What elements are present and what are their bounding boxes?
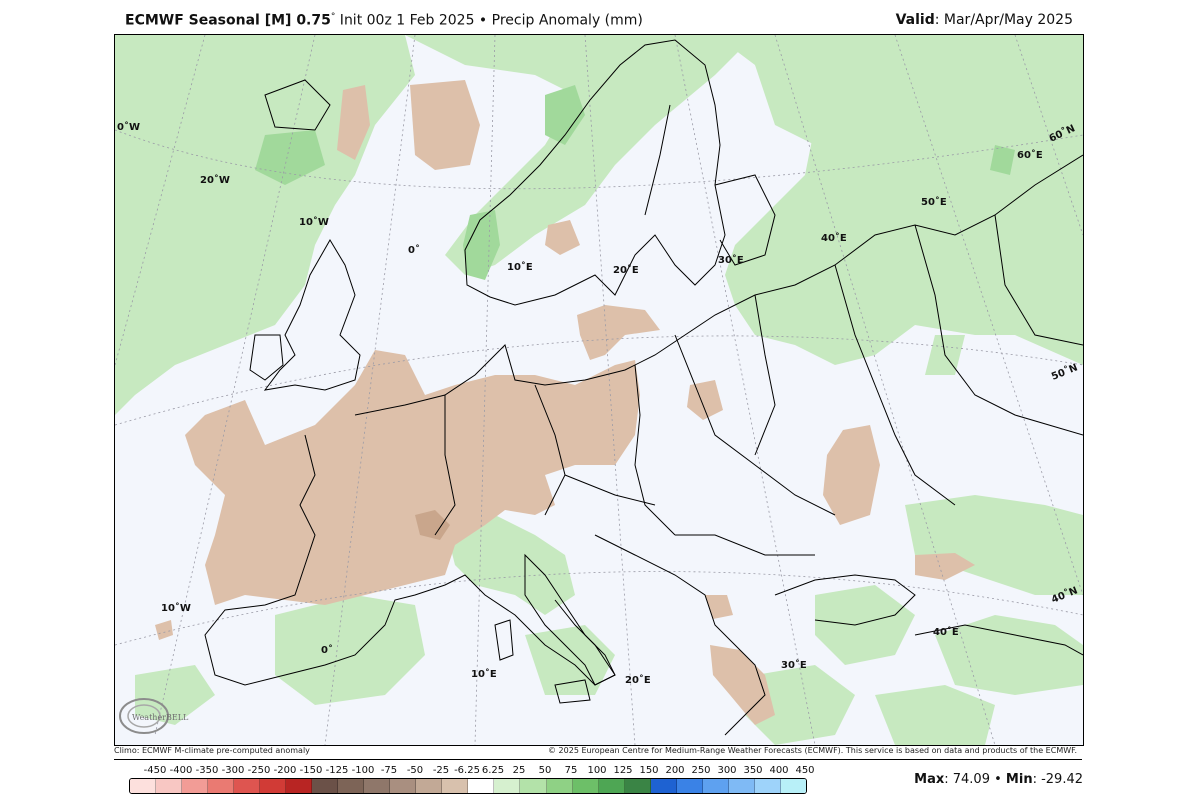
colorbar-legend: -450 -400 -350 -300 -250 -200 -150 -125 -100 -75-… bbox=[129, 765, 815, 795]
strong-dry-anomaly-regions bbox=[415, 510, 450, 540]
logo-text: WeatherBELL bbox=[132, 713, 189, 722]
colorbar-swatch bbox=[520, 779, 547, 793]
colorbar-swatch bbox=[286, 779, 313, 793]
title-model: ECMWF Seasonal [M] 0.75 bbox=[125, 12, 331, 29]
colorbar-tick-label: -125 bbox=[325, 765, 349, 776]
colorbar-swatch bbox=[676, 779, 703, 793]
colorbar-tick-label: 6.25 bbox=[481, 765, 505, 776]
colorbar-swatch bbox=[494, 779, 521, 793]
max-min-stats: Max: 74.09 • Min: -29.42 bbox=[914, 772, 1083, 787]
separator-line bbox=[114, 759, 1082, 760]
colorbar-swatch bbox=[208, 779, 235, 793]
colorbar bbox=[129, 778, 807, 794]
colorbar-tick-label: -400 bbox=[169, 765, 193, 776]
colorbar-swatch bbox=[260, 779, 287, 793]
lon-label-30e: 30˚E bbox=[718, 254, 744, 266]
colorbar-tick-label: 350 bbox=[743, 765, 763, 776]
colorbar-swatch bbox=[780, 779, 806, 793]
min-value: : -29.42 bbox=[1032, 772, 1083, 787]
colorbar-swatch bbox=[312, 779, 339, 793]
colorbar-tick-label: 400 bbox=[769, 765, 789, 776]
colorbar-tick-label: -6.25 bbox=[454, 765, 480, 776]
colorbar-tick-label: -300 bbox=[221, 765, 245, 776]
valid-label: Valid bbox=[895, 12, 935, 28]
dry-anomaly-regions bbox=[155, 80, 975, 725]
lon-label-20e: 20˚E bbox=[613, 264, 639, 276]
colorbar-tick-label: -250 bbox=[247, 765, 271, 776]
copyright-note: © 2025 European Centre for Medium-Range … bbox=[548, 746, 1077, 755]
colorbar-swatch bbox=[728, 779, 755, 793]
strong-wet-anomaly-regions bbox=[255, 85, 1015, 280]
lon-label-10w: 10˚W bbox=[299, 216, 329, 228]
lon-label-10e: 10˚E bbox=[507, 261, 533, 273]
colorbar-swatch bbox=[624, 779, 651, 793]
valid-period: Valid: Mar/Apr/May 2025 bbox=[896, 12, 1073, 28]
colorbar-swatch bbox=[338, 779, 365, 793]
colorbar-tick-label: -200 bbox=[273, 765, 297, 776]
colorbar-swatch bbox=[234, 779, 261, 793]
colorbar-swatch bbox=[156, 779, 183, 793]
colorbar-tick-label: 100 bbox=[587, 765, 607, 776]
colorbar-swatch bbox=[182, 779, 209, 793]
lon-label-0: 0˚ bbox=[408, 244, 420, 256]
colorbar-tick-label: -350 bbox=[195, 765, 219, 776]
lon-label-60e: 60˚E bbox=[1017, 149, 1043, 161]
colorbar-swatch bbox=[442, 779, 469, 793]
valid-value: : Mar/Apr/May 2025 bbox=[934, 12, 1073, 28]
graticule bbox=[115, 35, 1083, 745]
map-title: ECMWF Seasonal [M] 0.75° Init 00z 1 Feb … bbox=[125, 12, 643, 29]
colorbar-swatch bbox=[390, 779, 417, 793]
colorbar-tick-label: -100 bbox=[351, 765, 375, 776]
lon-label-50e: 50˚E bbox=[921, 196, 947, 208]
colorbar-tick-label: -25 bbox=[432, 765, 450, 776]
colorbar-swatch bbox=[130, 779, 157, 793]
lon-label-0w: 0˚W bbox=[117, 121, 140, 133]
lon-label-10w-south: 10˚W bbox=[161, 602, 191, 614]
lon-label-20w: 20˚W bbox=[200, 174, 230, 186]
coastlines-borders bbox=[204, 39, 1083, 736]
climo-note: Climo: ECMWF M-climate pre-computed anom… bbox=[114, 746, 310, 755]
title-details: Init 00z 1 Feb 2025 • Precip Anomaly (mm… bbox=[335, 12, 643, 29]
lon-label-40e: 40˚E bbox=[821, 232, 847, 244]
colorbar-tick-label: 150 bbox=[639, 765, 659, 776]
lon-label-10e-south: 10˚E bbox=[471, 668, 497, 680]
colorbar-ticks: -450 -400 -350 -300 -250 -200 -150 -125 -100 -75-… bbox=[129, 765, 815, 779]
colorbar-swatch bbox=[468, 779, 495, 793]
colorbar-tick-label: 250 bbox=[691, 765, 711, 776]
colorbar-tick-label: 75 bbox=[564, 765, 578, 776]
map-canvas: 0˚W 20˚W 10˚W 0˚ 10˚E 20˚E 30˚E 40˚E 50˚… bbox=[115, 35, 1083, 745]
colorbar-swatch bbox=[416, 779, 443, 793]
colorbar-tick-label: -450 bbox=[143, 765, 167, 776]
colorbar-swatch bbox=[650, 779, 677, 793]
title-degree: ° bbox=[330, 12, 336, 22]
colorbar-swatch bbox=[572, 779, 599, 793]
colorbar-tick-label: 450 bbox=[795, 765, 815, 776]
colorbar-tick-label: 125 bbox=[613, 765, 633, 776]
lon-label-0-south: 0˚ bbox=[321, 644, 333, 656]
colorbar-tick-label: -50 bbox=[406, 765, 424, 776]
max-label: Max bbox=[914, 772, 945, 787]
colorbar-tick-label: -75 bbox=[380, 765, 398, 776]
colorbar-swatch bbox=[546, 779, 573, 793]
colorbar-tick-label: 50 bbox=[538, 765, 552, 776]
colorbar-tick-label: 25 bbox=[512, 765, 526, 776]
colorbar-tick-label: 300 bbox=[717, 765, 737, 776]
colorbar-swatch bbox=[702, 779, 729, 793]
lon-label-20e-south: 20˚E bbox=[625, 674, 651, 686]
lon-label-40e-south: 40˚E bbox=[933, 626, 959, 638]
colorbar-swatch bbox=[598, 779, 625, 793]
max-value: : 74.09 • bbox=[944, 772, 1006, 787]
lon-label-30e-south: 30˚E bbox=[781, 659, 807, 671]
min-label: Min bbox=[1005, 772, 1033, 787]
map-panel: 0˚W 20˚W 10˚W 0˚ 10˚E 20˚E 30˚E 40˚E 50˚… bbox=[114, 34, 1084, 746]
weatherbell-logo: WeatherBELL bbox=[119, 698, 189, 734]
colorbar-tick-label: 200 bbox=[665, 765, 685, 776]
colorbar-swatch bbox=[364, 779, 391, 793]
colorbar-swatch bbox=[754, 779, 781, 793]
colorbar-tick-label: -150 bbox=[299, 765, 323, 776]
